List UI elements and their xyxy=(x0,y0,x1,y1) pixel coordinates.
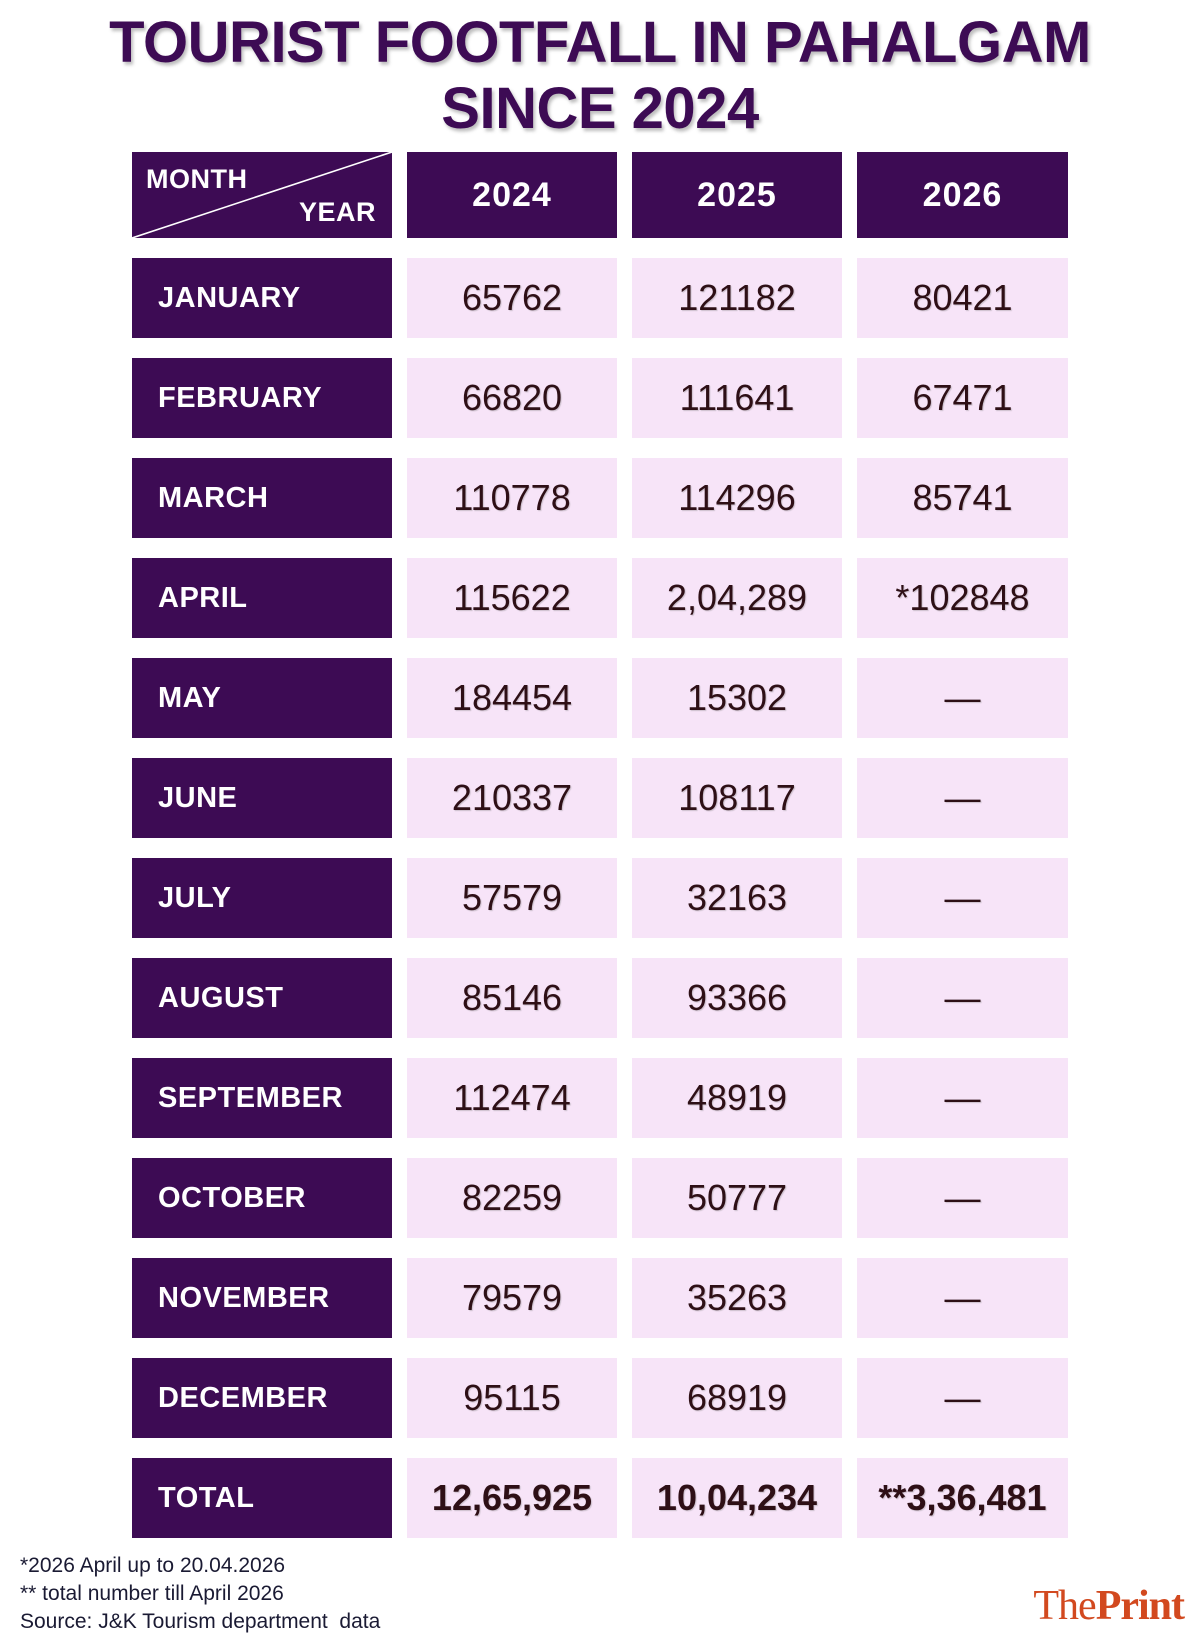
value-cell-2026-may: — xyxy=(857,658,1068,738)
month-cell-october: OCTOBER xyxy=(132,1158,392,1238)
value-cell-2025-may: 15302 xyxy=(632,658,842,738)
value-cell-2026-august: — xyxy=(857,958,1068,1038)
corner-month-label: MONTH xyxy=(146,164,248,194)
footfall-table: MONTH YEAR 2024 2025 2026 JANUARY 65762 12… xyxy=(132,152,1068,1538)
month-cell-september: SEPTEMBER xyxy=(132,1058,392,1138)
value-cell-2024-may: 184454 xyxy=(407,658,617,738)
footnote-double-asterisk: ** total number till April 2026 xyxy=(20,1582,284,1605)
diagonal-divider-line xyxy=(132,152,392,238)
value-cell-2024-january: 65762 xyxy=(407,258,617,338)
value-cell-2025-april: 2,04,289 xyxy=(632,558,842,638)
month-cell-april: APRIL xyxy=(132,558,392,638)
corner-year-label: YEAR xyxy=(298,197,376,227)
year-header-2026: 2026 xyxy=(857,152,1068,238)
value-cell-2026-september: — xyxy=(857,1058,1068,1138)
value-cell-2024-march: 110778 xyxy=(407,458,617,538)
corner-header-cell: MONTH YEAR xyxy=(132,152,392,238)
month-cell-december: DECEMBER xyxy=(132,1358,392,1438)
page-title: TOURIST FOOTFALL IN PAHALGAM SINCE 2024 xyxy=(0,10,1200,142)
value-cell-2024-july: 57579 xyxy=(407,858,617,938)
value-cell-2026-december: — xyxy=(857,1358,1068,1438)
value-cell-2026-october: — xyxy=(857,1158,1068,1238)
theprint-logo-the: The xyxy=(1033,1583,1096,1629)
value-cell-2024-october: 82259 xyxy=(407,1158,617,1238)
value-cell-2025-december: 68919 xyxy=(632,1358,842,1438)
value-cell-2024-december: 95115 xyxy=(407,1358,617,1438)
value-cell-2024-february: 66820 xyxy=(407,358,617,438)
month-cell-july: JULY xyxy=(132,858,392,938)
month-cell-march: MARCH xyxy=(132,458,392,538)
value-cell-2025-august: 93366 xyxy=(632,958,842,1038)
value-cell-2025-february: 111641 xyxy=(632,358,842,438)
value-cell-2025-total: 10,04,234 xyxy=(632,1458,842,1538)
value-cell-2026-february: 67471 xyxy=(857,358,1068,438)
value-cell-2024-june: 210337 xyxy=(407,758,617,838)
value-cell-2026-january: 80421 xyxy=(857,258,1068,338)
month-cell-january: JANUARY xyxy=(132,258,392,338)
value-cell-2024-august: 85146 xyxy=(407,958,617,1038)
theprint-logo: ThePrint xyxy=(1033,1582,1185,1630)
value-cell-2024-november: 79579 xyxy=(407,1258,617,1338)
month-cell-february: FEBRUARY xyxy=(132,358,392,438)
title-line-2: SINCE 2024 xyxy=(441,76,759,141)
footnote-source: Source: J&K Tourism department data xyxy=(20,1610,381,1633)
value-cell-2026-november: — xyxy=(857,1258,1068,1338)
title-line-1: TOURIST FOOTFALL IN PAHALGAM xyxy=(109,10,1091,75)
value-cell-2025-june: 108117 xyxy=(632,758,842,838)
month-cell-august: AUGUST xyxy=(132,958,392,1038)
value-cell-2025-january: 121182 xyxy=(632,258,842,338)
value-cell-2025-july: 32163 xyxy=(632,858,842,938)
value-cell-2026-july: — xyxy=(857,858,1068,938)
value-cell-2026-march: 85741 xyxy=(857,458,1068,538)
month-cell-november: NOVEMBER xyxy=(132,1258,392,1338)
value-cell-2024-april: 115622 xyxy=(407,558,617,638)
year-header-2025: 2025 xyxy=(632,152,842,238)
value-cell-2026-april: *102848 xyxy=(857,558,1068,638)
value-cell-2026-total: **3,36,481 xyxy=(857,1458,1068,1538)
theprint-logo-print: Print xyxy=(1095,1583,1185,1629)
month-cell-june: JUNE xyxy=(132,758,392,838)
value-cell-2025-september: 48919 xyxy=(632,1058,842,1138)
value-cell-2026-june: — xyxy=(857,758,1068,838)
value-cell-2025-november: 35263 xyxy=(632,1258,842,1338)
month-cell-total: TOTAL xyxy=(132,1458,392,1538)
value-cell-2024-total: 12,65,925 xyxy=(407,1458,617,1538)
footnotes: *2026 April up to 20.04.2026 ** total nu… xyxy=(20,1552,380,1636)
month-cell-may: MAY xyxy=(132,658,392,738)
value-cell-2025-march: 114296 xyxy=(632,458,842,538)
footnote-asterisk: *2026 April up to 20.04.2026 xyxy=(20,1554,286,1577)
value-cell-2025-october: 50777 xyxy=(632,1158,842,1238)
year-header-2024: 2024 xyxy=(407,152,617,238)
value-cell-2024-september: 112474 xyxy=(407,1058,617,1138)
